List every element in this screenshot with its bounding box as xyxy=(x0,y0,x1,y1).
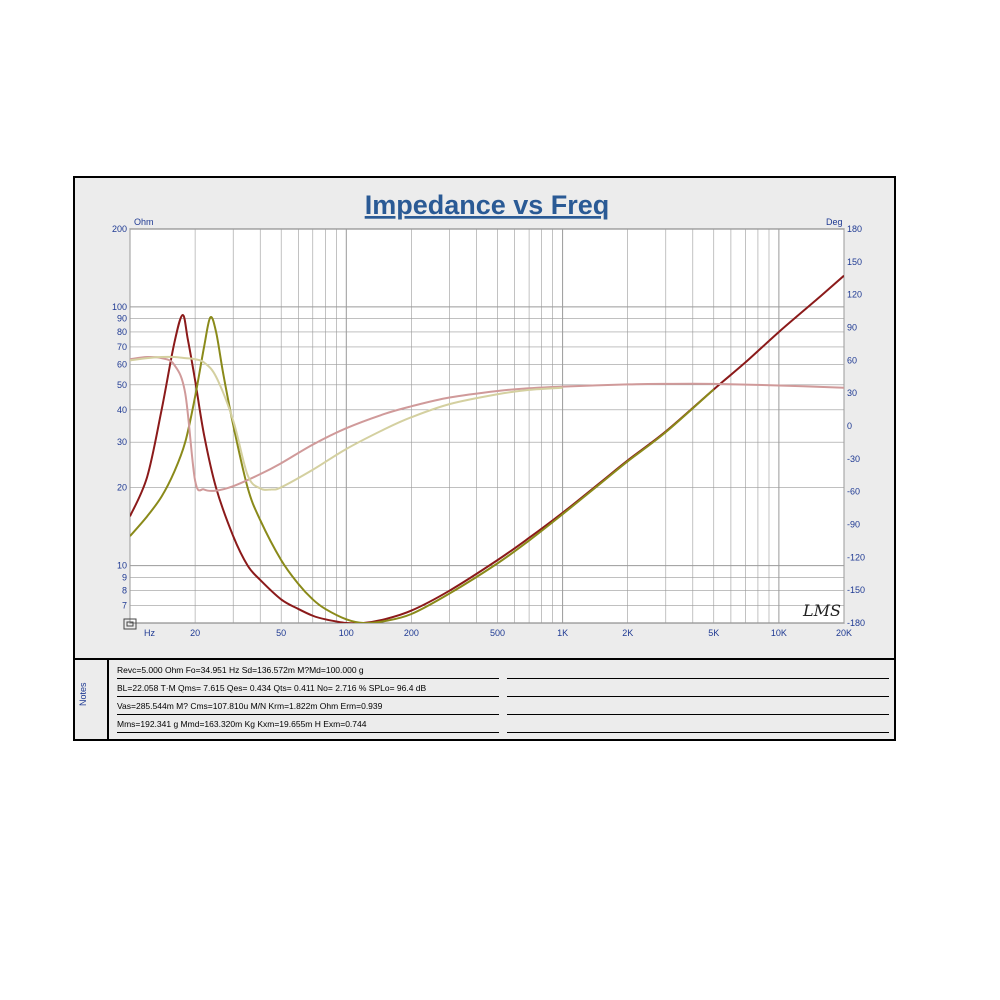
note-line-2[interactable]: BL=22.058 T·M Qms= 7.615 Qes= 0.434 Qts=… xyxy=(117,680,499,697)
series-line-4 xyxy=(130,355,563,491)
y-left-tick-label: 80 xyxy=(117,327,127,337)
x-tick-label: 1K xyxy=(557,628,568,638)
x-tick-label: 5K xyxy=(708,628,719,638)
y-left-tick-label: 7 xyxy=(122,601,127,611)
tick-labels: 20 50 100 200 500 1K 2K 5K 10K 20K200100908070605… xyxy=(112,224,865,638)
note-line-1[interactable]: Revc=5.000 Ohm Fo=34.951 Hz Sd=136.572m … xyxy=(117,662,499,679)
chart-title: Impedance vs Freq xyxy=(365,190,610,220)
watermark-logo: LMS xyxy=(802,601,841,620)
series xyxy=(130,274,844,623)
notes-panel: Notes Revc=5.000 Ohm Fo=34.951 Hz Sd=136… xyxy=(75,658,894,739)
y-right-tick-label: 60 xyxy=(847,355,857,365)
x-tick-label: 20 xyxy=(190,628,200,638)
note-line-right-4[interactable] xyxy=(507,716,889,733)
x-tick-label: 200 xyxy=(404,628,419,638)
x-tick-label: 20K xyxy=(836,628,852,638)
x-tick-label: 50 xyxy=(276,628,286,638)
y-left-tick-label: 200 xyxy=(112,224,127,234)
corner-marker-icon xyxy=(123,618,137,630)
y-left-tick-label: 10 xyxy=(117,561,127,571)
y-right-tick-label: 30 xyxy=(847,388,857,398)
note-line-right-1[interactable] xyxy=(507,662,889,679)
plot-area xyxy=(129,228,845,624)
impedance-chart: Impedance vs Freq Ohm Deg 20 50 100 200 500 1… xyxy=(112,190,865,638)
y-right-tick-label: -150 xyxy=(847,585,865,595)
y-left-tick-label: 60 xyxy=(117,359,127,369)
notes-tab[interactable]: Notes xyxy=(75,660,109,739)
y-right-tick-label: 90 xyxy=(847,323,857,333)
y-right-tick-label: -180 xyxy=(847,618,865,628)
series-line-3 xyxy=(130,355,844,492)
y-right-tick-label: 120 xyxy=(847,290,862,300)
y-left-tick-label: 50 xyxy=(117,380,127,390)
notes-label: Notes xyxy=(78,682,88,706)
y-right-tick-label: 150 xyxy=(847,257,862,267)
x-tick-label: 10K xyxy=(771,628,787,638)
y-right-tick-label: -120 xyxy=(847,552,865,562)
series-line-2 xyxy=(130,315,715,623)
x-tick-label: 100 xyxy=(339,628,354,638)
y-left-tick-label: 90 xyxy=(117,314,127,324)
y-left-tick-label: 8 xyxy=(122,586,127,596)
y-right-tick-label: 0 xyxy=(847,421,852,431)
y-left-tick-label: 70 xyxy=(117,342,127,352)
y-left-tick-label: 30 xyxy=(117,437,127,447)
y-left-tick-label: 9 xyxy=(122,572,127,582)
note-line-right-2[interactable] xyxy=(507,680,889,697)
y-right-tick-label: 180 xyxy=(847,224,862,234)
y-right-tick-label: -60 xyxy=(847,487,860,497)
left-axis-unit: Ohm xyxy=(134,217,154,227)
x-tick-label: 500 xyxy=(490,628,505,638)
y-left-tick-label: 20 xyxy=(117,483,127,493)
note-line-right-3[interactable] xyxy=(507,698,889,715)
x-axis-unit: Hz xyxy=(144,628,155,638)
y-left-tick-label: 100 xyxy=(112,302,127,312)
note-line-3[interactable]: Vas=285.544m M? Cms=107.810u M/N Krm=1.8… xyxy=(117,698,499,715)
y-right-tick-label: -90 xyxy=(847,520,860,530)
x-tick-label: 2K xyxy=(622,628,633,638)
note-line-4[interactable]: Mms=192.341 g Mmd=163.320m Kg Kxm=19.655… xyxy=(117,716,499,733)
y-right-tick-label: -30 xyxy=(847,454,860,464)
right-axis-unit: Deg xyxy=(826,217,843,227)
chart-window: Impedance vs Freq Ohm Deg 20 50 100 200 500 1… xyxy=(73,176,896,741)
y-left-tick-label: 40 xyxy=(117,405,127,415)
